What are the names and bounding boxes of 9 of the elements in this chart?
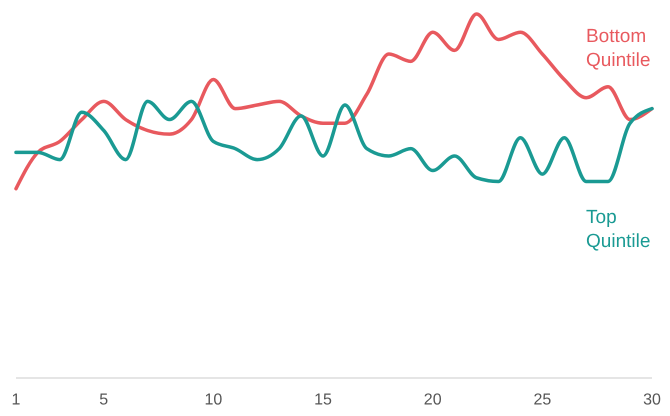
x-tick-label: 25	[533, 391, 552, 408]
x-tick-label: 10	[204, 391, 222, 408]
x-tick-label: 20	[424, 391, 442, 408]
x-tick-label: 1	[12, 391, 21, 408]
x-tick-label: 15	[314, 391, 332, 408]
series-label: Top Quintile	[586, 207, 650, 252]
x-tick-label: 5	[99, 391, 108, 408]
series-label: Bottom Quintile	[586, 26, 650, 71]
x-tick-label: 30	[643, 391, 661, 408]
